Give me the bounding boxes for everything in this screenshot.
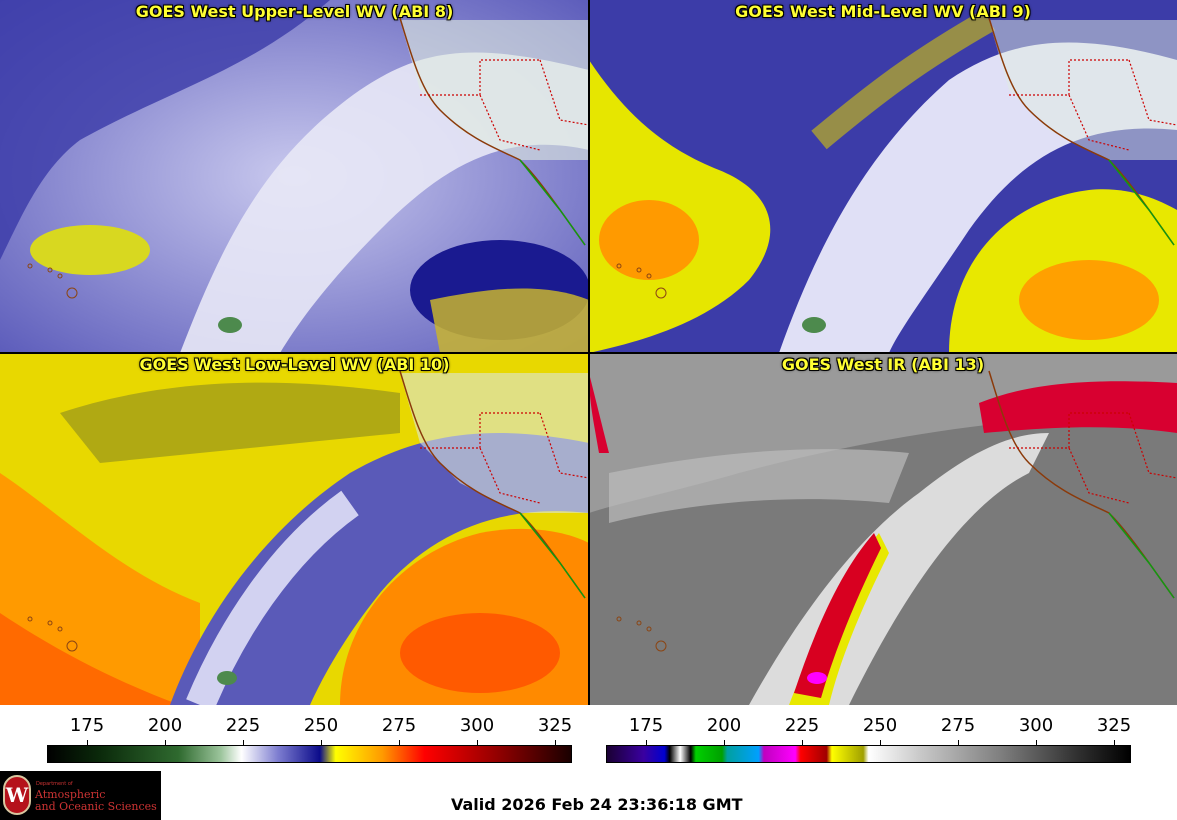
panel-title: GOES West Upper-Level WV (ABI 8) xyxy=(135,2,454,21)
wv-scale-tick xyxy=(477,740,478,746)
ir13-image xyxy=(589,353,1177,705)
panel-mid-level-wv: GOES West Mid-Level WV (ABI 9) xyxy=(589,0,1177,353)
ir-scale-tick xyxy=(1114,740,1115,746)
panel-title: GOES West IR (ABI 13) xyxy=(781,355,985,374)
ir-color-bar xyxy=(606,745,1131,763)
wv9-image xyxy=(589,0,1177,353)
wv-scale-tick-label: 225 xyxy=(225,715,261,736)
ir-scale-tick-label: 175 xyxy=(628,715,664,736)
wv-scale-tick-label: 275 xyxy=(381,715,417,736)
ir-scale-tick-label: 200 xyxy=(706,715,742,736)
panel-divider-horizontal xyxy=(0,352,1177,354)
ir-scale-tick xyxy=(1036,740,1037,746)
wv-scale-tick-label: 175 xyxy=(69,715,105,736)
wv-color-scale: 175 200 225 250 275 300 325 xyxy=(47,705,572,765)
wv-color-bar xyxy=(47,745,572,763)
wv-scale-tick-labels: 175 200 225 250 275 300 325 xyxy=(47,715,572,739)
ir-scale-tick xyxy=(958,740,959,746)
ir-scale-tick xyxy=(724,740,725,746)
uw-seal-icon: W xyxy=(3,775,31,815)
logo-dept-text: Department of xyxy=(36,781,73,787)
ir-scale-tick xyxy=(880,740,881,746)
wv-scale-tick-label: 200 xyxy=(147,715,183,736)
logo-name-line2: and Oceanic Sciences xyxy=(35,800,157,813)
ir-scale-tick-label: 225 xyxy=(784,715,820,736)
valid-time: Valid 2026 Feb 24 23:36:18 GMT xyxy=(451,795,743,814)
ir-scale-tick-label: 325 xyxy=(1096,715,1132,736)
ir-scale-tick xyxy=(802,740,803,746)
ir-scale-tick-label: 300 xyxy=(1018,715,1054,736)
wv8-image xyxy=(0,0,589,353)
wv-scale-tick-label: 300 xyxy=(459,715,495,736)
ir-scale-tick-labels: 175 200 225 250 275 300 325 xyxy=(606,715,1131,739)
logo-name-line1: Atmospheric xyxy=(35,788,106,801)
ir-color-scale: 175 200 225 250 275 300 325 xyxy=(606,705,1131,765)
panel-ir: GOES West IR (ABI 13) xyxy=(589,353,1177,705)
wv-scale-tick xyxy=(87,740,88,746)
panel-title: GOES West Low-Level WV (ABI 10) xyxy=(139,355,450,374)
wv-scale-tick-label: 325 xyxy=(537,715,573,736)
wv-scale-tick-label: 250 xyxy=(303,715,339,736)
wv-scale-tick xyxy=(321,740,322,746)
wv-scale-tick xyxy=(243,740,244,746)
wv-scale-tick xyxy=(165,740,166,746)
panel-title: GOES West Mid-Level WV (ABI 9) xyxy=(735,2,1031,21)
wv-scale-tick xyxy=(399,740,400,746)
ir-scale-tick-label: 250 xyxy=(862,715,898,736)
panel-upper-level-wv: GOES West Upper-Level WV (ABI 8) xyxy=(0,0,589,353)
panel-low-level-wv: GOES West Low-Level WV (ABI 10) xyxy=(0,353,589,705)
wv-scale-tick xyxy=(555,740,556,746)
ir-scale-tick-label: 275 xyxy=(940,715,976,736)
aos-logo: W Department of Atmospheric and Oceanic … xyxy=(0,771,161,820)
wv10-image xyxy=(0,353,589,705)
ir-scale-tick xyxy=(646,740,647,746)
